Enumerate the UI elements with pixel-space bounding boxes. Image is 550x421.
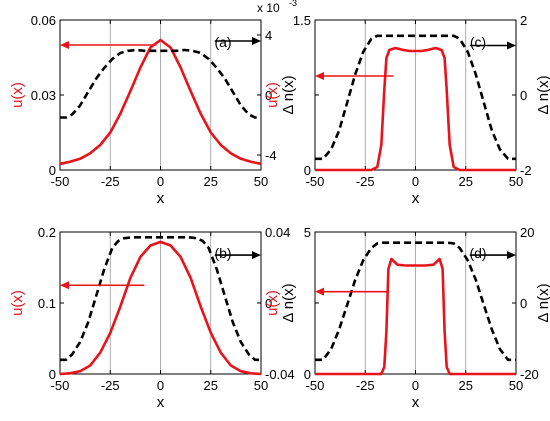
y-left-axis-label: u(x) [9, 82, 26, 108]
x-tick-label: 25 [459, 378, 473, 393]
x-tick-label: 50 [509, 378, 523, 393]
y-left-tick-label: 0 [304, 367, 311, 382]
x-axis-label: x [157, 394, 165, 411]
u-arrow-head [60, 281, 69, 290]
x-tick-label: -25 [356, 378, 375, 393]
x-tick-label: 25 [204, 378, 218, 393]
y-left-tick-label: 1.5 [293, 13, 311, 28]
y-left-tick-label: 0 [49, 163, 56, 178]
x-axis-label: x [157, 190, 165, 207]
y-right-tick-label: -4 [265, 148, 277, 163]
y-left-tick-label: 0.03 [31, 88, 56, 103]
delta-n-arrow-head [507, 251, 516, 260]
y-left-tick-label: 0.06 [31, 13, 56, 28]
y-right-tick-label: -20 [520, 367, 539, 382]
x-tick-label: -50 [51, 174, 70, 189]
y-left-axis-label: u(x) [264, 82, 281, 108]
x-tick-label: 0 [157, 174, 164, 189]
y-right-axis-label: Δ n(x) [535, 75, 550, 114]
x-tick-label: 50 [254, 378, 268, 393]
u-curve [59, 240, 262, 376]
u-curve [315, 46, 516, 172]
x-tick-label: 50 [254, 174, 268, 189]
x-tick-label: -25 [101, 174, 120, 189]
panel-label: (c) [470, 34, 486, 50]
x-axis-label: x [412, 190, 420, 207]
x-tick-label: 50 [509, 174, 523, 189]
u-curve [315, 257, 516, 376]
x-tick-label: 0 [412, 378, 419, 393]
delta-n-arrow-head [507, 41, 516, 50]
y-right-tick-label: -2 [520, 163, 532, 178]
x-tick-label: -25 [101, 378, 120, 393]
y-right-tick-label: 0 [265, 88, 272, 103]
x-tick-label: 25 [459, 174, 473, 189]
y-right-tick-label: 0.04 [265, 225, 290, 240]
y-left-tick-label: 5 [304, 225, 311, 240]
y-right-tick-label: 0 [520, 296, 527, 311]
x-tick-label: -50 [51, 378, 70, 393]
y-right-tick-label: 20 [520, 225, 534, 240]
y-right-tick-label: 0 [265, 296, 272, 311]
y-right-axis-label: Δ n(x) [535, 283, 550, 322]
y-right-axis-label: Δ n(x) [280, 283, 297, 322]
x-tick-label: -50 [306, 174, 325, 189]
delta-n-curve [315, 34, 516, 161]
y-right-tick-label: 4 [265, 28, 272, 43]
y-right-axis-label: Δ n(x) [280, 75, 297, 114]
y-left-tick-label: 0.2 [38, 225, 56, 240]
x-axis-label: x [412, 394, 420, 411]
delta-n-curve [60, 236, 261, 362]
x-tick-label: -50 [306, 378, 325, 393]
y-left-axis-label: u(x) [9, 290, 26, 316]
right-axis-multiplier: x 10 [257, 1, 280, 15]
x-tick-label: -25 [356, 174, 375, 189]
y-left-tick-label: 0 [304, 163, 311, 178]
y-right-tick-label: -0.04 [265, 367, 295, 382]
delta-n-curve [60, 48, 261, 119]
y-left-tick-label: 0.1 [38, 296, 56, 311]
y-right-tick-label: 0 [520, 88, 527, 103]
panel-label: (d) [469, 245, 486, 261]
delta-n-arrow-head [252, 37, 261, 45]
y-right-tick-label: 2 [520, 13, 527, 28]
delta-n-curve [315, 241, 516, 362]
u-arrow-head [315, 287, 324, 296]
u-curve [59, 38, 262, 166]
y-left-axis-label: u(x) [264, 290, 281, 316]
u-arrow-head [60, 41, 69, 49]
panel-label: (a) [214, 34, 231, 50]
delta-n-arrow-head [252, 251, 261, 260]
y-left-tick-label: 0 [49, 367, 56, 382]
u-arrow-head [315, 72, 324, 80]
x-tick-label: 0 [412, 174, 419, 189]
right-axis-exponent: -3 [289, 0, 297, 8]
x-tick-label: 25 [204, 174, 218, 189]
x-tick-label: 0 [157, 378, 164, 393]
panel-label: (b) [214, 245, 231, 261]
